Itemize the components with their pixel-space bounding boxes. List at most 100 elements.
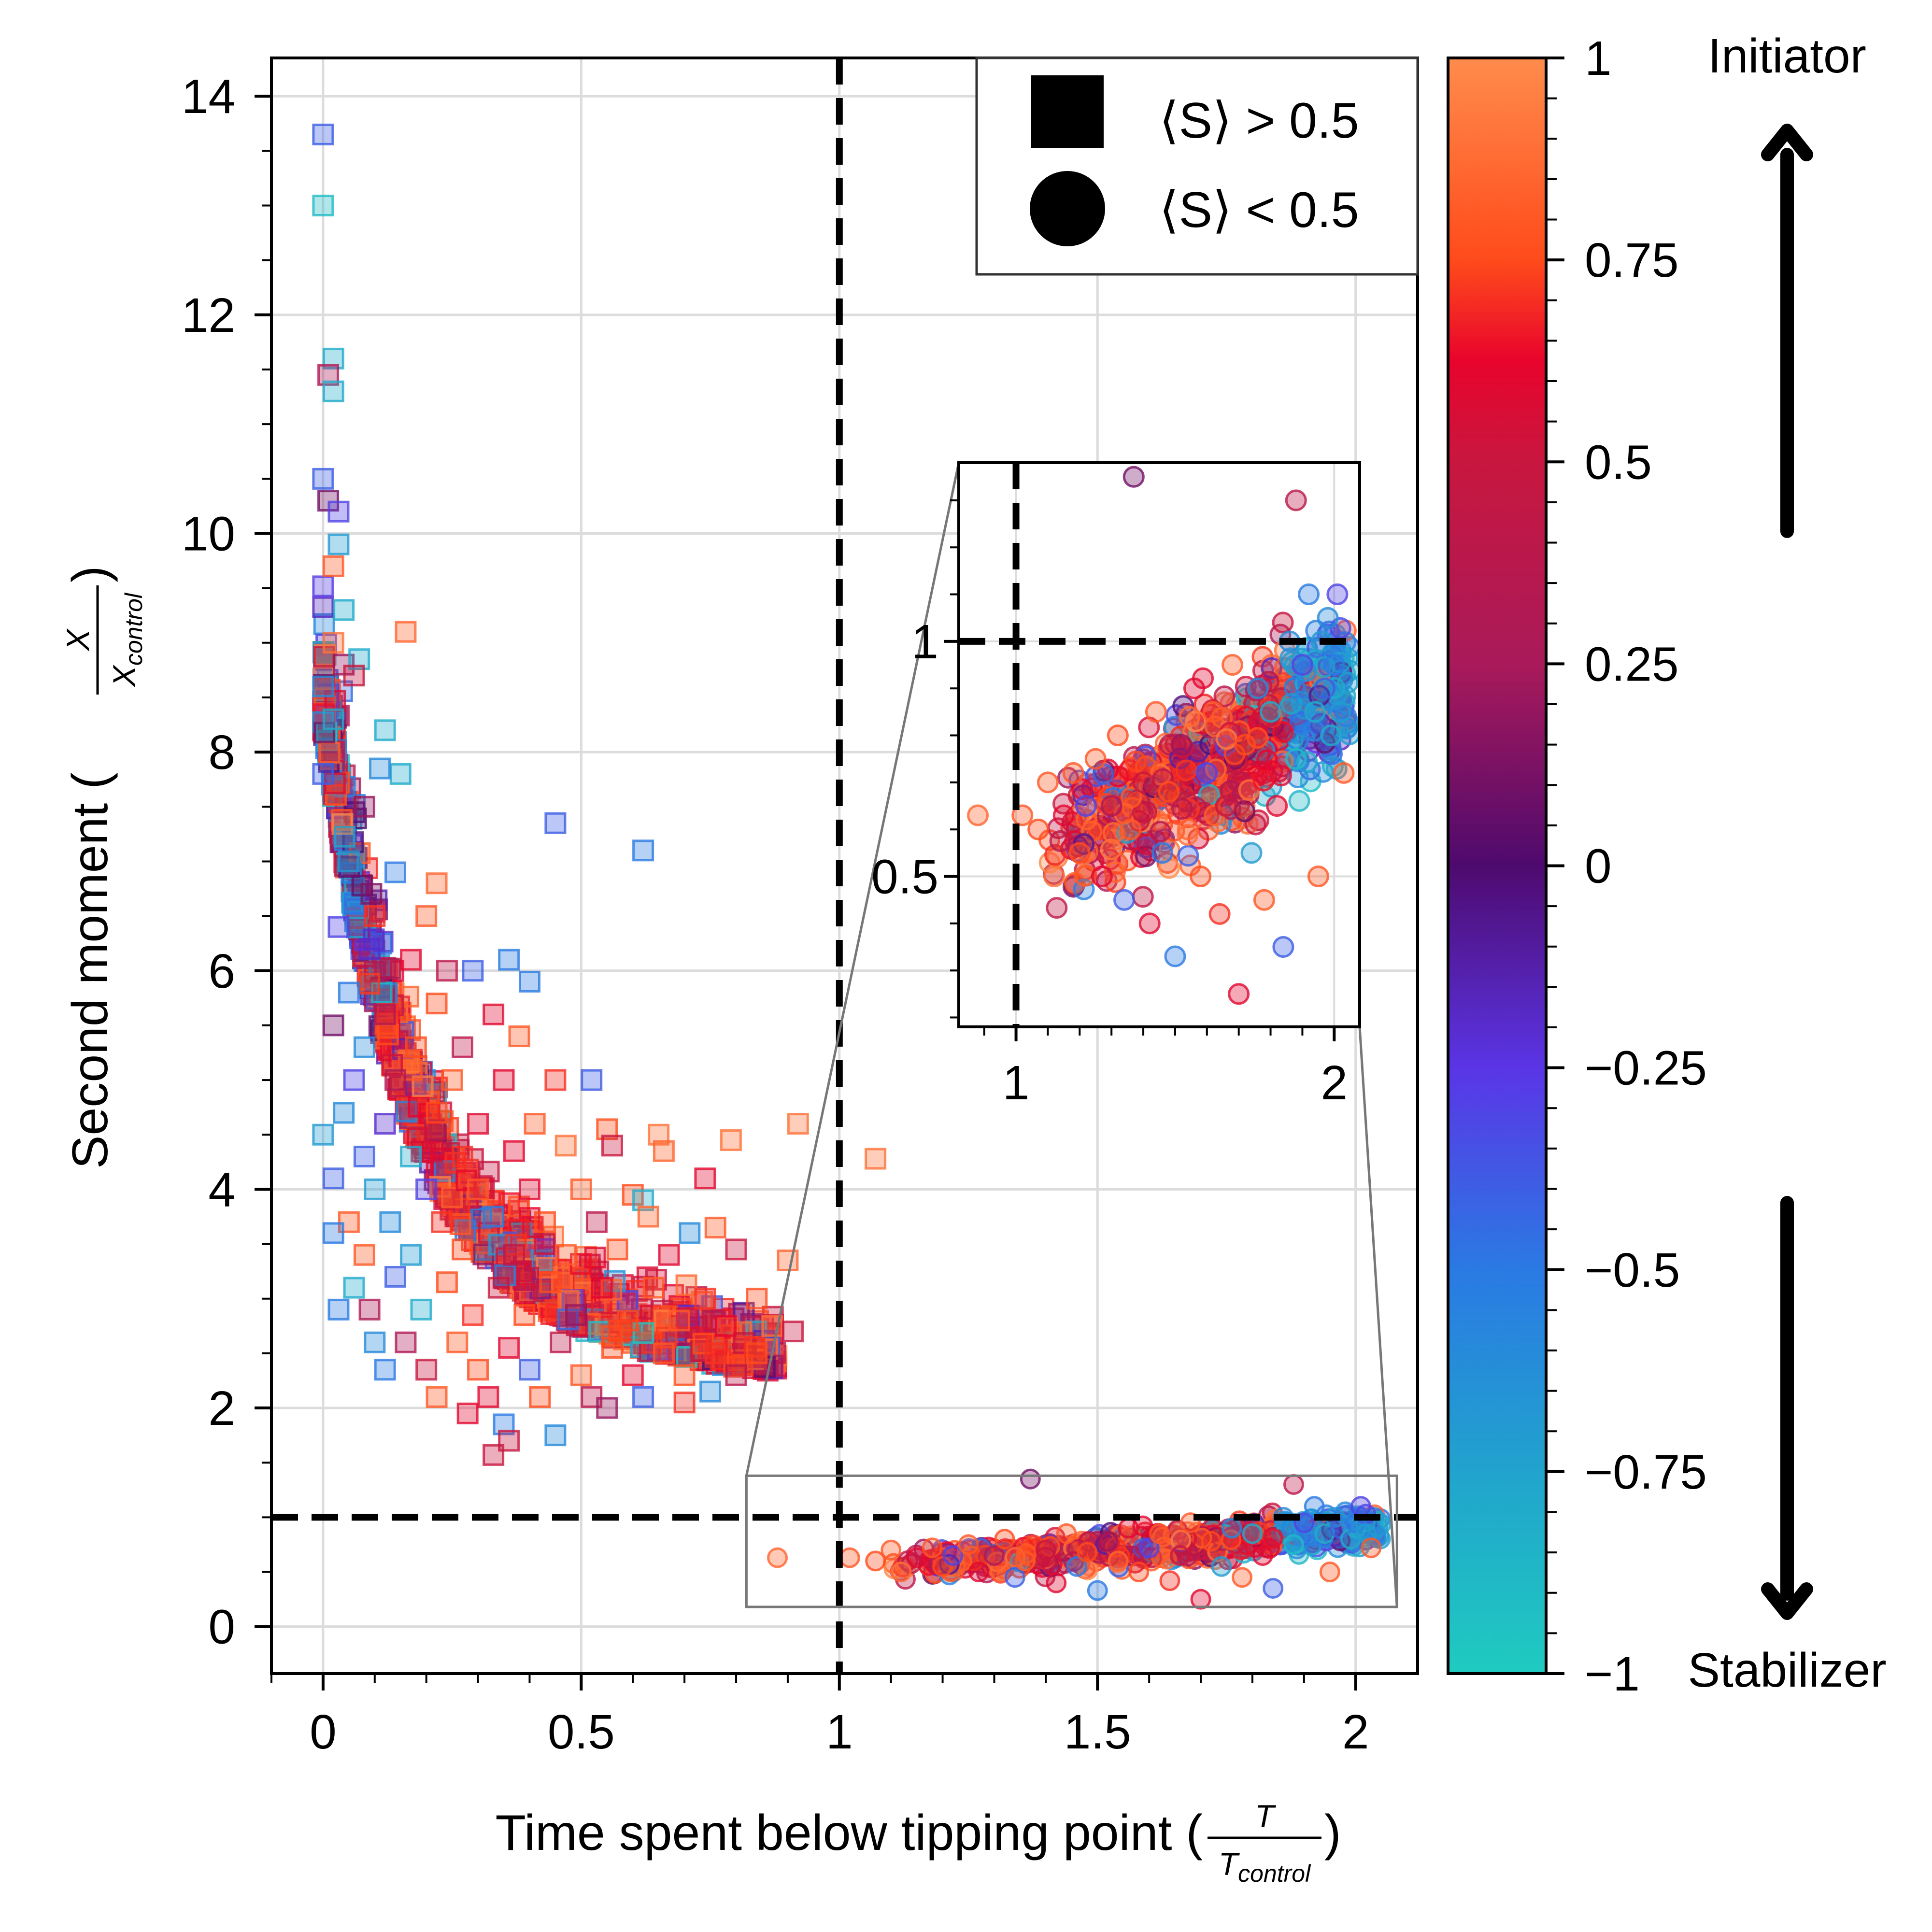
square-point	[369, 757, 391, 780]
square-point	[312, 675, 334, 697]
y-tick-label: 8	[208, 725, 235, 780]
square-point	[426, 872, 448, 895]
square-point	[441, 1069, 463, 1091]
square-point	[426, 1386, 448, 1408]
square-point	[483, 1003, 505, 1025]
square-point	[379, 1211, 401, 1233]
y-axis-title-numerator: X	[60, 628, 96, 652]
square-point	[467, 1359, 489, 1381]
square-point	[452, 1238, 473, 1261]
square-point	[518, 970, 540, 993]
square-point	[360, 883, 383, 905]
inset-circle-point	[1125, 750, 1147, 772]
square-point	[554, 1244, 577, 1266]
circle-point	[1128, 1562, 1150, 1583]
y-tick-label: 12	[182, 288, 235, 342]
square-point	[456, 1402, 479, 1424]
square-point	[374, 1113, 396, 1135]
y-tick-label: 0	[208, 1600, 235, 1654]
square-point	[312, 468, 334, 490]
inset-circle-point	[1272, 936, 1294, 958]
inset-circle-point	[1304, 701, 1326, 723]
square-point	[601, 1337, 623, 1359]
square-point	[353, 1036, 375, 1058]
square-point	[606, 1238, 628, 1261]
square-point	[477, 1386, 499, 1408]
legend-entry-square: ⟨S⟩ > 0.5	[1159, 93, 1359, 149]
inset-circle-point	[1307, 866, 1329, 888]
square-point	[694, 1288, 716, 1310]
inset-circle-point	[1266, 795, 1288, 817]
y-tick-label: 14	[182, 70, 235, 124]
square-point	[389, 763, 412, 785]
inset-circle-point	[1228, 983, 1250, 1005]
colorbar-bar	[1447, 57, 1548, 1675]
square-point	[338, 850, 360, 872]
inset-circle-point	[1285, 748, 1307, 770]
inset-circle-point	[1234, 734, 1256, 756]
square-point	[426, 993, 448, 1015]
square-point	[534, 1211, 556, 1233]
inset-circle-point	[1158, 781, 1180, 803]
square-point	[312, 596, 334, 618]
circle-point	[1149, 1523, 1170, 1544]
inset-circle-point	[1175, 759, 1197, 781]
colorbar-tick-label: 0.25	[1585, 637, 1679, 691]
square-point	[364, 1178, 386, 1200]
inset-circle-point	[1215, 795, 1237, 817]
square-point	[668, 1309, 690, 1332]
circle-point	[1015, 1550, 1036, 1572]
square-point	[333, 825, 355, 848]
square-point	[637, 1206, 659, 1228]
square-point	[585, 1211, 608, 1233]
square-point	[436, 960, 458, 982]
inset-circle-point	[1151, 842, 1174, 864]
square-point	[358, 973, 381, 995]
square-point	[653, 1140, 675, 1162]
square-point	[699, 1380, 722, 1403]
square-point	[508, 1025, 530, 1048]
square-point	[322, 1167, 344, 1190]
square-point	[395, 1331, 417, 1353]
square-point	[338, 981, 360, 1004]
square-point	[374, 719, 396, 741]
inset-circle-point	[1138, 912, 1161, 935]
circle-point	[1211, 1556, 1232, 1577]
circle-point	[1304, 1496, 1325, 1517]
circle-point	[1319, 1562, 1340, 1583]
square-point	[408, 1095, 430, 1118]
circle-point	[767, 1547, 788, 1568]
inset-circle-point	[1215, 728, 1237, 750]
circle-point	[983, 1545, 1005, 1566]
inset-circle-point	[1190, 866, 1212, 888]
square-point	[570, 1178, 592, 1200]
square-point	[327, 1298, 350, 1321]
inset-circle-point	[1196, 762, 1218, 784]
y-tick-label: 2	[208, 1381, 235, 1435]
legend-square-marker	[1031, 75, 1104, 148]
circle-point	[1056, 1523, 1077, 1544]
square-point	[353, 1244, 375, 1266]
square-point	[787, 1113, 809, 1135]
square-point	[617, 1309, 639, 1332]
square-point	[333, 599, 355, 621]
square-point	[364, 905, 386, 927]
inset-circle-point	[1132, 886, 1154, 908]
inset-circle-point	[1222, 654, 1244, 676]
colorbar-ticks: 1 0.75 0.5 0.25 0 −0.25 −0.5 −0.75 −1	[1546, 31, 1707, 1701]
inset-circle-point	[1062, 762, 1084, 784]
inset-circle-point	[1208, 903, 1231, 925]
square-point	[584, 1247, 606, 1269]
circle-point	[1108, 1550, 1129, 1572]
square-point	[324, 772, 346, 795]
main-data-points	[312, 123, 1392, 1610]
circle-point	[1262, 1528, 1283, 1549]
inset-circle-point	[1145, 701, 1167, 723]
inset-circle-point	[1037, 771, 1059, 794]
circle-point	[958, 1534, 979, 1555]
square-point	[327, 533, 350, 555]
inset-circle-point	[1046, 897, 1068, 919]
circle-point	[1077, 1542, 1098, 1563]
square-point	[746, 1288, 768, 1310]
